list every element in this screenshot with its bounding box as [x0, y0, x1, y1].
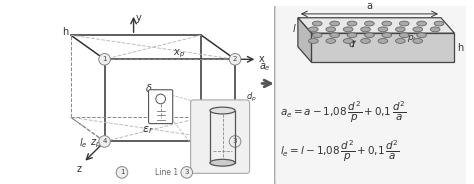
FancyBboxPatch shape	[275, 4, 468, 184]
Text: z: z	[76, 164, 82, 174]
Text: 1: 1	[120, 169, 124, 175]
Text: l: l	[292, 24, 295, 34]
Ellipse shape	[400, 21, 409, 26]
Ellipse shape	[395, 38, 405, 43]
Ellipse shape	[312, 33, 322, 38]
Circle shape	[116, 167, 128, 178]
Text: $l_e$: $l_e$	[79, 137, 87, 150]
Circle shape	[229, 136, 241, 147]
Ellipse shape	[330, 21, 339, 26]
Ellipse shape	[309, 38, 318, 43]
Text: 4: 4	[102, 139, 107, 144]
Circle shape	[229, 54, 241, 65]
Text: $l_e = l - 1{,}08\,\dfrac{d^2}{p} + 0{,}1\,\dfrac{d^2}{a}$: $l_e = l - 1{,}08\,\dfrac{d^2}{p} + 0{,}…	[281, 139, 400, 164]
Text: $d_p$: $d_p$	[246, 91, 256, 104]
Ellipse shape	[361, 38, 370, 43]
Polygon shape	[298, 18, 455, 33]
Ellipse shape	[400, 33, 409, 38]
Ellipse shape	[378, 27, 388, 32]
Ellipse shape	[326, 38, 336, 43]
Text: d: d	[348, 40, 354, 49]
Ellipse shape	[382, 21, 392, 26]
Ellipse shape	[210, 159, 235, 166]
Circle shape	[99, 54, 110, 65]
Ellipse shape	[326, 27, 336, 32]
Text: $a_e = a - 1{,}08\,\dfrac{d^2}{p} + 0{,}1\,\dfrac{d^2}{a}$: $a_e = a - 1{,}08\,\dfrac{d^2}{p} + 0{,}…	[281, 100, 407, 125]
Ellipse shape	[309, 27, 318, 32]
Ellipse shape	[347, 21, 357, 26]
Text: 3: 3	[184, 169, 189, 175]
Ellipse shape	[365, 33, 374, 38]
Ellipse shape	[395, 27, 405, 32]
Ellipse shape	[434, 21, 444, 26]
Polygon shape	[311, 33, 455, 62]
Ellipse shape	[417, 33, 427, 38]
Text: $a_e$: $a_e$	[259, 61, 271, 73]
Ellipse shape	[361, 27, 370, 32]
Circle shape	[181, 167, 192, 178]
Ellipse shape	[413, 38, 423, 43]
Text: $z_p$: $z_p$	[90, 137, 100, 150]
Text: $\delta$: $\delta$	[146, 82, 153, 94]
Circle shape	[99, 136, 110, 147]
FancyBboxPatch shape	[191, 100, 250, 173]
Ellipse shape	[378, 38, 388, 43]
Text: y: y	[136, 13, 141, 23]
Ellipse shape	[312, 21, 322, 26]
Ellipse shape	[413, 27, 423, 32]
Polygon shape	[298, 18, 311, 62]
Ellipse shape	[430, 27, 440, 32]
Text: h: h	[194, 132, 201, 142]
Ellipse shape	[382, 33, 392, 38]
Ellipse shape	[343, 38, 353, 43]
Text: 2: 2	[233, 56, 237, 62]
Text: $x_p$: $x_p$	[173, 47, 185, 60]
Text: h: h	[63, 27, 69, 37]
Text: $\varepsilon_r$: $\varepsilon_r$	[142, 124, 154, 136]
Text: h: h	[457, 43, 464, 53]
Ellipse shape	[417, 21, 427, 26]
Ellipse shape	[347, 33, 357, 38]
FancyBboxPatch shape	[148, 90, 173, 124]
Text: $p_l$: $p_l$	[407, 33, 417, 44]
Ellipse shape	[210, 107, 235, 114]
Text: 1: 1	[102, 56, 107, 62]
Ellipse shape	[343, 27, 353, 32]
Text: 3: 3	[233, 139, 237, 144]
Text: a: a	[366, 1, 373, 11]
Ellipse shape	[365, 21, 374, 26]
Ellipse shape	[330, 33, 339, 38]
Text: x: x	[258, 54, 264, 64]
Text: Line 1 - 3: Line 1 - 3	[155, 168, 191, 177]
